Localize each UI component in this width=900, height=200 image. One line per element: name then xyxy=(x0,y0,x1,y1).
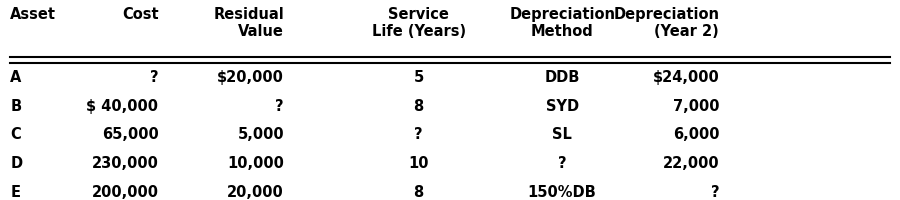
Text: ?: ? xyxy=(275,98,284,113)
Text: 150%DB: 150%DB xyxy=(527,184,597,199)
Text: SL: SL xyxy=(553,127,572,142)
Text: E: E xyxy=(11,184,21,199)
Text: 7,000: 7,000 xyxy=(672,98,719,113)
Text: ?: ? xyxy=(558,156,566,170)
Text: ?: ? xyxy=(414,127,423,142)
Text: 5,000: 5,000 xyxy=(238,127,284,142)
Text: 6,000: 6,000 xyxy=(672,127,719,142)
Text: Depreciation
(Year 2): Depreciation (Year 2) xyxy=(613,7,719,39)
Text: $ 40,000: $ 40,000 xyxy=(86,98,158,113)
Text: 22,000: 22,000 xyxy=(662,156,719,170)
Text: 65,000: 65,000 xyxy=(102,127,158,142)
Text: 20,000: 20,000 xyxy=(228,184,284,199)
Text: C: C xyxy=(11,127,21,142)
Text: 230,000: 230,000 xyxy=(92,156,158,170)
Text: 8: 8 xyxy=(413,184,424,199)
Text: DDB: DDB xyxy=(544,69,580,84)
Text: Service
Life (Years): Service Life (Years) xyxy=(372,7,465,39)
Text: $20,000: $20,000 xyxy=(217,69,284,84)
Text: ?: ? xyxy=(149,69,158,84)
Text: 10: 10 xyxy=(409,156,428,170)
Text: Depreciation
Method: Depreciation Method xyxy=(509,7,616,39)
Text: 8: 8 xyxy=(413,98,424,113)
Text: B: B xyxy=(11,98,22,113)
Text: A: A xyxy=(11,69,22,84)
Text: 200,000: 200,000 xyxy=(92,184,158,199)
Text: Cost: Cost xyxy=(122,7,158,22)
Text: D: D xyxy=(11,156,22,170)
Text: Residual
Value: Residual Value xyxy=(213,7,284,39)
Text: ?: ? xyxy=(710,184,719,199)
Text: 10,000: 10,000 xyxy=(227,156,284,170)
Text: 5: 5 xyxy=(413,69,424,84)
Text: $24,000: $24,000 xyxy=(652,69,719,84)
Text: SYD: SYD xyxy=(545,98,579,113)
Text: Asset: Asset xyxy=(11,7,57,22)
